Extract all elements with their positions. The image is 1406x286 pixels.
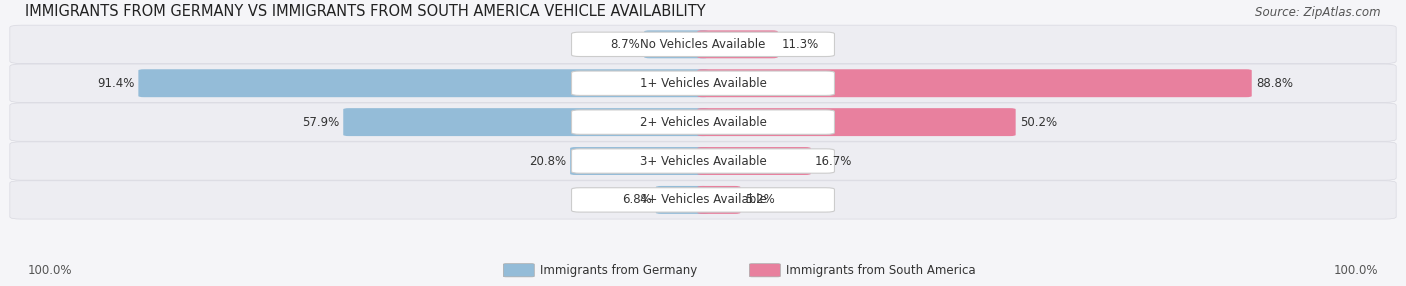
FancyBboxPatch shape: [655, 186, 709, 214]
Text: 4+ Vehicles Available: 4+ Vehicles Available: [640, 193, 766, 206]
Text: 50.2%: 50.2%: [1019, 116, 1057, 129]
Text: 8.7%: 8.7%: [610, 38, 640, 51]
FancyBboxPatch shape: [10, 142, 1396, 180]
FancyBboxPatch shape: [644, 30, 709, 58]
Text: Immigrants from South America: Immigrants from South America: [786, 264, 976, 277]
FancyBboxPatch shape: [571, 149, 834, 173]
Text: No Vehicles Available: No Vehicles Available: [640, 38, 766, 51]
Text: 100.0%: 100.0%: [28, 264, 73, 277]
Text: 57.9%: 57.9%: [302, 116, 339, 129]
Text: 1+ Vehicles Available: 1+ Vehicles Available: [640, 77, 766, 90]
Text: 6.8%: 6.8%: [621, 193, 651, 206]
Text: Source: ZipAtlas.com: Source: ZipAtlas.com: [1256, 6, 1381, 19]
FancyBboxPatch shape: [697, 186, 741, 214]
FancyBboxPatch shape: [343, 108, 709, 136]
FancyBboxPatch shape: [138, 69, 709, 97]
Text: IMMIGRANTS FROM GERMANY VS IMMIGRANTS FROM SOUTH AMERICA VEHICLE AVAILABILITY: IMMIGRANTS FROM GERMANY VS IMMIGRANTS FR…: [25, 4, 706, 19]
FancyBboxPatch shape: [697, 108, 1015, 136]
FancyBboxPatch shape: [571, 110, 834, 134]
Text: 3+ Vehicles Available: 3+ Vehicles Available: [640, 154, 766, 168]
FancyBboxPatch shape: [571, 32, 834, 57]
FancyBboxPatch shape: [571, 188, 834, 212]
Text: 11.3%: 11.3%: [782, 38, 820, 51]
Text: 100.0%: 100.0%: [1333, 264, 1378, 277]
FancyBboxPatch shape: [697, 147, 811, 175]
FancyBboxPatch shape: [571, 147, 709, 175]
Text: 88.8%: 88.8%: [1256, 77, 1294, 90]
Text: 91.4%: 91.4%: [97, 77, 134, 90]
FancyBboxPatch shape: [10, 25, 1396, 63]
Text: 20.8%: 20.8%: [529, 154, 567, 168]
FancyBboxPatch shape: [10, 181, 1396, 219]
FancyBboxPatch shape: [503, 264, 534, 277]
FancyBboxPatch shape: [749, 264, 780, 277]
FancyBboxPatch shape: [697, 30, 778, 58]
Text: 16.7%: 16.7%: [815, 154, 852, 168]
Text: Immigrants from Germany: Immigrants from Germany: [540, 264, 697, 277]
Text: 5.2%: 5.2%: [745, 193, 775, 206]
Text: 2+ Vehicles Available: 2+ Vehicles Available: [640, 116, 766, 129]
FancyBboxPatch shape: [10, 103, 1396, 141]
FancyBboxPatch shape: [697, 69, 1251, 97]
FancyBboxPatch shape: [571, 71, 834, 96]
FancyBboxPatch shape: [10, 64, 1396, 102]
